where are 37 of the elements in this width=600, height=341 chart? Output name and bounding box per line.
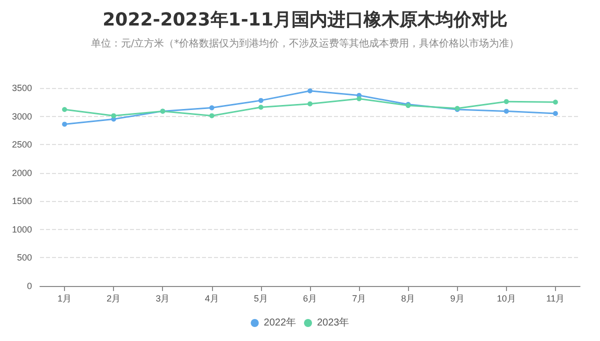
point — [504, 108, 509, 114]
point — [258, 104, 264, 110]
y-tick-label: 1500 — [12, 196, 32, 206]
x-tick-label: 7月 — [352, 294, 366, 304]
point — [209, 105, 214, 110]
y-tick-label: 1000 — [12, 224, 32, 234]
y-tick-label: 2000 — [12, 168, 32, 178]
x-tick-label: 8月 — [401, 294, 416, 304]
legend-label: 2022年 — [264, 316, 296, 328]
y-tick-label: 3000 — [12, 111, 32, 122]
point — [209, 113, 214, 118]
x-tick-label: 2月 — [106, 294, 121, 304]
x-tick-label: 5月 — [254, 294, 268, 304]
point — [62, 107, 68, 112]
chart-subtitle: 单位：元/立方米（*价格数据仅为到港均价，不涉及运费等其他成本费用，具体价格以市场为准） — [90, 38, 520, 50]
point — [356, 96, 362, 102]
y-tick-label: 0 — [26, 281, 32, 291]
x-tick-label: 6月 — [302, 294, 318, 304]
x-tick-label: 10月 — [496, 294, 516, 304]
x-tick-label: 1月 — [58, 294, 72, 304]
point — [258, 98, 264, 103]
y-tick-label: 3500 — [12, 83, 32, 93]
point — [308, 101, 312, 106]
point — [111, 113, 116, 118]
x-tick-label: 3月 — [156, 294, 170, 304]
point — [504, 99, 509, 104]
y-tick-label: 2500 — [12, 140, 32, 150]
x-tick-label: 9月 — [450, 294, 464, 304]
point — [62, 122, 68, 127]
legend-label: 2023年 — [317, 316, 350, 328]
chart-title: 2022-2023年1-11月国内进口橡木原木均价对比 — [102, 10, 508, 30]
x-tick-label: 4月 — [204, 294, 219, 304]
point — [308, 88, 312, 94]
y-tick-label: 500 — [16, 252, 32, 263]
point — [552, 110, 558, 116]
x-tick-label: 11月 — [546, 294, 565, 304]
point — [552, 100, 558, 105]
